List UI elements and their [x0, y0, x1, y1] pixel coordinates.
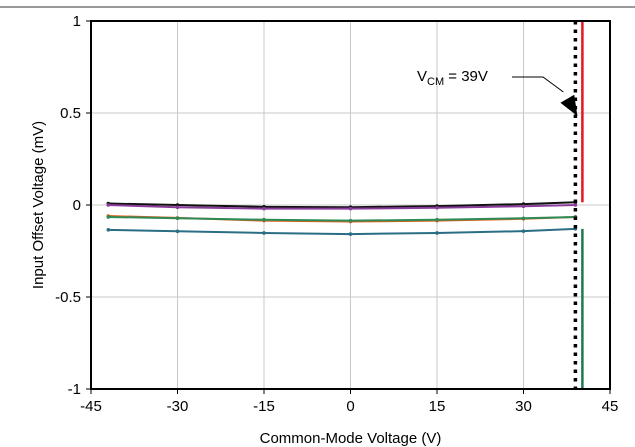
x-tick-label: 30 [515, 398, 532, 415]
series-4-point [175, 216, 180, 221]
series-5-point [106, 228, 111, 232]
series-4-point [348, 218, 353, 223]
vcm-annotation-leader [512, 76, 564, 93]
x-tick-label: 45 [602, 398, 619, 415]
series-5-point [348, 232, 353, 236]
vcm-annotation-subscript: CM [427, 76, 444, 88]
x-tick-label: -45 [80, 398, 102, 415]
series-4-point [435, 217, 439, 222]
series-2-point [175, 205, 180, 210]
x-axis-label: Common-Mode Voltage (V) [260, 430, 442, 447]
series-2-point [573, 203, 578, 207]
y-tick-label: -1 [68, 381, 81, 398]
series-2-point [348, 206, 353, 211]
series-layer [106, 200, 578, 236]
series-4-point [106, 215, 111, 219]
series-5-point [262, 231, 266, 235]
limit-lines [573, 21, 584, 389]
series-2-point [521, 204, 526, 209]
x-tick-label: -30 [167, 398, 189, 415]
y-tick-label: -0.5 [55, 289, 81, 306]
series-5-point [175, 229, 180, 234]
vcm-annotation: VCM = 39V [417, 68, 578, 116]
vcm-annotation-value: = 39V [444, 68, 488, 85]
x-tick-label: -15 [253, 398, 275, 415]
y-tick-label: 0 [73, 197, 81, 214]
vcm-annotation-arrowhead [560, 94, 578, 116]
series-2-point [106, 203, 111, 207]
x-tick-label: 15 [429, 398, 446, 415]
series-4-point [262, 217, 266, 222]
y-axis-label: Input Offset Voltage (mV) [30, 121, 47, 289]
vcm-annotation-v: V [417, 68, 427, 85]
x-axis-ticks: -45 -30 -15 0 15 30 45 [80, 389, 618, 415]
series-2-point [262, 206, 266, 211]
series-5-point [521, 229, 526, 233]
y-tick-label: 0.5 [60, 105, 81, 122]
y-tick-label: 1 [73, 13, 81, 30]
vcm-annotation-text: VCM = 39V [417, 68, 488, 88]
x-tick-label: 0 [346, 398, 354, 415]
series-5-point [435, 231, 439, 235]
series-4-point [521, 216, 526, 221]
series-2-point [435, 205, 439, 210]
y-axis-ticks: 1 0.5 0 -0.5 -1 [55, 13, 91, 398]
